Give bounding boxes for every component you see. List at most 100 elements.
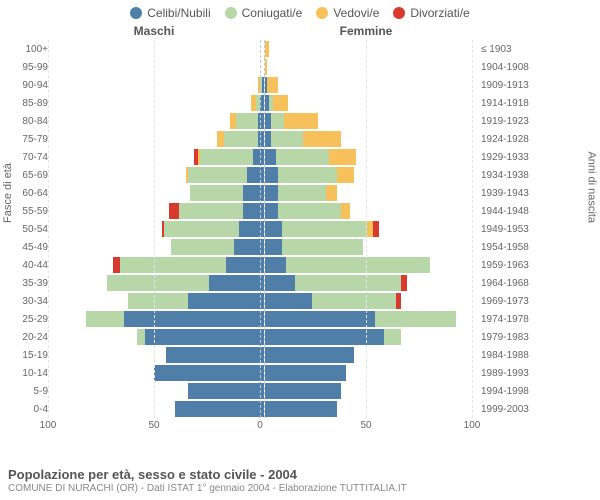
age-group-label: 5-9	[0, 386, 52, 397]
chart-subtitle: COMUNE DI NURACHI (OR) - Dati ISTAT 1° g…	[8, 483, 592, 494]
male-bar	[52, 238, 265, 256]
segment-celibi	[265, 239, 282, 255]
female-bar	[265, 328, 477, 346]
segment-vedovi	[198, 149, 200, 165]
pyramid-row: 15-191984-1988	[0, 346, 600, 364]
segment-celibi	[265, 383, 341, 399]
birth-year-label: 1994-1998	[477, 386, 545, 397]
pyramid-row: 55-591944-1948	[0, 202, 600, 220]
segment-coniugati	[107, 275, 209, 291]
segment-coniugati	[164, 221, 238, 237]
pyramid-row: 60-641939-1943	[0, 184, 600, 202]
pyramid-row: 65-691934-1938	[0, 166, 600, 184]
birth-year-label: 1909-1913	[477, 80, 545, 91]
segment-divorziati	[401, 275, 407, 291]
x-tick: 100	[40, 420, 57, 431]
birth-year-label: 1989-1993	[477, 368, 545, 379]
segment-celibi	[258, 131, 264, 147]
birth-year-label: 1924-1928	[477, 134, 545, 145]
male-header: Maschi	[48, 24, 260, 38]
female-bar	[265, 130, 477, 148]
segment-coniugati	[137, 329, 145, 345]
male-bar	[52, 400, 265, 418]
pyramid-row: 35-39 1964-1968	[0, 274, 600, 292]
segment-celibi	[258, 113, 264, 129]
age-group-label: 40-44	[0, 260, 52, 271]
female-bar	[265, 184, 477, 202]
birth-year-label: 1964-1968	[477, 278, 545, 289]
x-tick: 50	[148, 420, 159, 431]
segment-celibi	[188, 383, 264, 399]
male-bar	[52, 346, 265, 364]
birth-year-label: 1999-2003	[477, 404, 545, 415]
age-group-label: 85-89	[0, 98, 52, 109]
female-bar	[265, 364, 477, 382]
male-bar	[52, 112, 265, 130]
segment-coniugati	[278, 167, 337, 183]
segment-celibi	[234, 239, 264, 255]
male-bar	[52, 76, 265, 94]
segment-celibi	[265, 203, 278, 219]
age-group-label: 50-54	[0, 224, 52, 235]
segment-celibi	[265, 401, 337, 417]
age-group-label: 45-49	[0, 242, 52, 253]
age-group-label: 20-24	[0, 332, 52, 343]
pyramid-row: 0-41999-2003	[0, 400, 600, 418]
segment-celibi	[188, 293, 264, 309]
segment-celibi	[265, 167, 278, 183]
chart-title: Popolazione per età, sesso e stato civil…	[8, 467, 592, 482]
segment-coniugati	[190, 185, 243, 201]
female-bar	[265, 382, 477, 400]
segment-celibi	[226, 257, 264, 273]
segment-vedovi	[341, 203, 349, 219]
segment-coniugati	[171, 239, 235, 255]
legend-label: Vedovi/e	[333, 6, 379, 20]
birth-year-label: 1914-1918	[477, 98, 545, 109]
segment-vedovi	[284, 113, 318, 129]
age-group-label: 35-39	[0, 278, 52, 289]
female-bar	[265, 256, 477, 274]
segment-coniugati	[312, 293, 397, 309]
birth-year-label: 1954-1958	[477, 242, 545, 253]
female-bar	[265, 202, 477, 220]
segment-coniugati	[278, 185, 327, 201]
pyramid-row: 50-54 1949-1953	[0, 220, 600, 238]
x-tick: 0	[257, 420, 263, 431]
pyramid-row: 45-49 1954-1958	[0, 238, 600, 256]
segment-coniugati	[282, 239, 363, 255]
legend-label: Celibi/Nubili	[147, 6, 210, 20]
pyramid-row: 75-791924-1928	[0, 130, 600, 148]
legend-label: Divorziati/e	[410, 6, 469, 20]
segment-celibi	[253, 149, 264, 165]
segment-coniugati	[188, 167, 247, 183]
pyramid-row: 20-24 1979-1983	[0, 328, 600, 346]
segment-celibi	[260, 95, 264, 111]
male-bar	[52, 292, 265, 310]
age-group-label: 55-59	[0, 206, 52, 217]
segment-coniugati	[200, 149, 253, 165]
pyramid-row: 5-9 1994-1998	[0, 382, 600, 400]
male-bar	[52, 220, 265, 238]
legend-label: Coniugati/e	[242, 6, 303, 20]
age-group-label: 90-94	[0, 80, 52, 91]
segment-celibi	[262, 77, 264, 93]
segment-celibi	[175, 401, 264, 417]
segment-vedovi	[258, 77, 260, 93]
segment-vedovi	[251, 95, 255, 111]
male-bar	[52, 364, 265, 382]
x-axis: 10050050100	[0, 420, 600, 434]
segment-celibi	[209, 275, 264, 291]
pyramid-row: 10-141989-1993	[0, 364, 600, 382]
segment-vedovi	[267, 77, 278, 93]
birth-year-label: 1979-1983	[477, 332, 545, 343]
age-group-label: 25-29	[0, 314, 52, 325]
segment-celibi	[265, 149, 276, 165]
female-bar	[265, 94, 477, 112]
birth-year-label: 1949-1953	[477, 224, 545, 235]
legend: Celibi/Nubili Coniugati/e Vedovi/e Divorzia…	[0, 0, 600, 20]
pyramid-row: 25-291974-1978	[0, 310, 600, 328]
segment-coniugati	[179, 203, 243, 219]
female-bar	[265, 310, 477, 328]
segment-vedovi	[265, 41, 269, 57]
segment-coniugati	[271, 113, 284, 129]
